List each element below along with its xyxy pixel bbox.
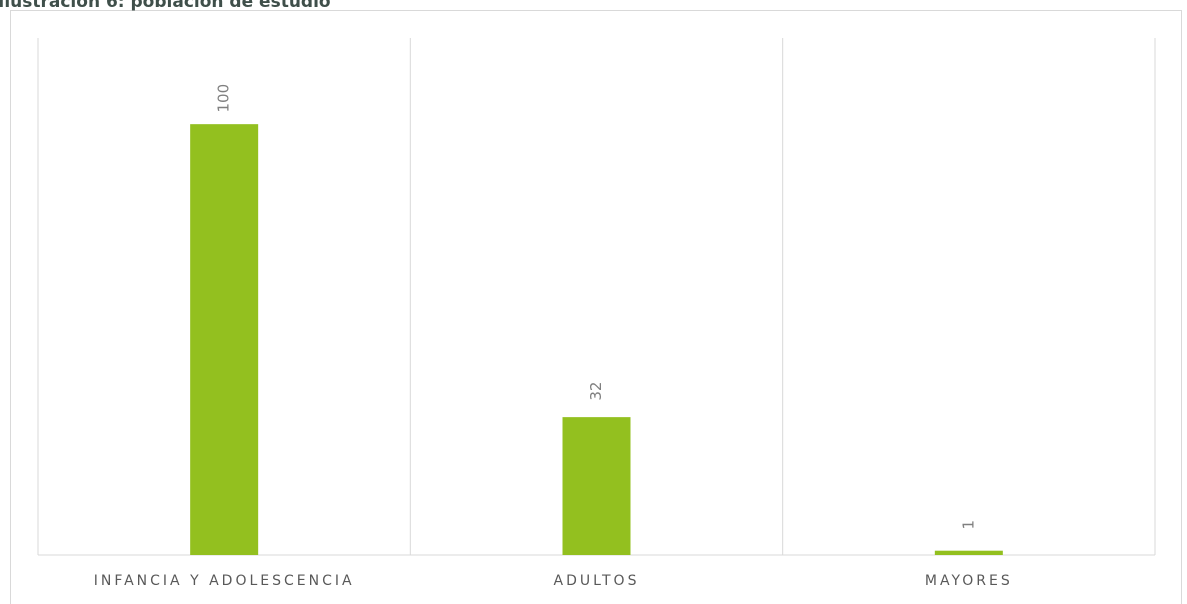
chart-title: Ilustración 6: población de estudio (0, 0, 331, 12)
x-tick-label: INFANCIA Y ADOLESCENCIA (94, 573, 355, 589)
value-label: 1 (959, 520, 977, 530)
value-label: 100 (215, 84, 233, 113)
bar (562, 417, 631, 555)
bar (190, 124, 259, 556)
x-tick-label: MAYORES (925, 573, 1013, 589)
x-tick-label: ADULTOS (554, 573, 640, 589)
bar (934, 550, 1003, 555)
value-label: 32 (587, 382, 605, 401)
